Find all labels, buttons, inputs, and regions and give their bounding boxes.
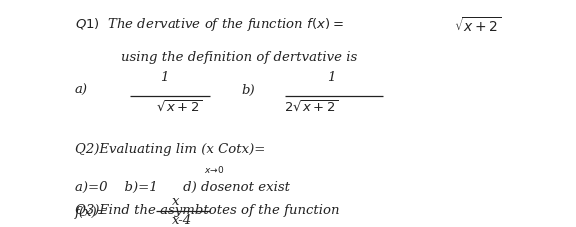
Text: a)=0    b)=1      d) dosenot exist: a)=0 b)=1 d) dosenot exist [75,180,290,193]
Text: 1: 1 [327,71,335,84]
Text: $Q1)$  The dervative of the function $f(x)=$: $Q1)$ The dervative of the function $f(x… [75,16,344,33]
Text: $2\sqrt{x+2}$: $2\sqrt{x+2}$ [284,99,339,114]
Text: $x\!\rightarrow\!0$: $x\!\rightarrow\!0$ [204,163,225,174]
Text: $\sqrt{x+2}$: $\sqrt{x+2}$ [454,16,501,35]
Text: f(x)=: f(x)= [75,205,109,218]
Text: x-4: x-4 [172,213,192,226]
Text: b): b) [242,83,256,96]
Text: Q3)Find the asymbtotes of the function: Q3)Find the asymbtotes of the function [75,203,339,216]
Text: 1: 1 [160,71,168,84]
Text: using the definition of dertvative is: using the definition of dertvative is [121,51,357,64]
Text: a): a) [75,83,88,96]
Text: $\sqrt{x+2}$: $\sqrt{x+2}$ [156,99,202,114]
Text: Q2)Evaluating lim (x Cotx)=: Q2)Evaluating lim (x Cotx)= [75,142,266,155]
Text: x: x [172,194,180,207]
